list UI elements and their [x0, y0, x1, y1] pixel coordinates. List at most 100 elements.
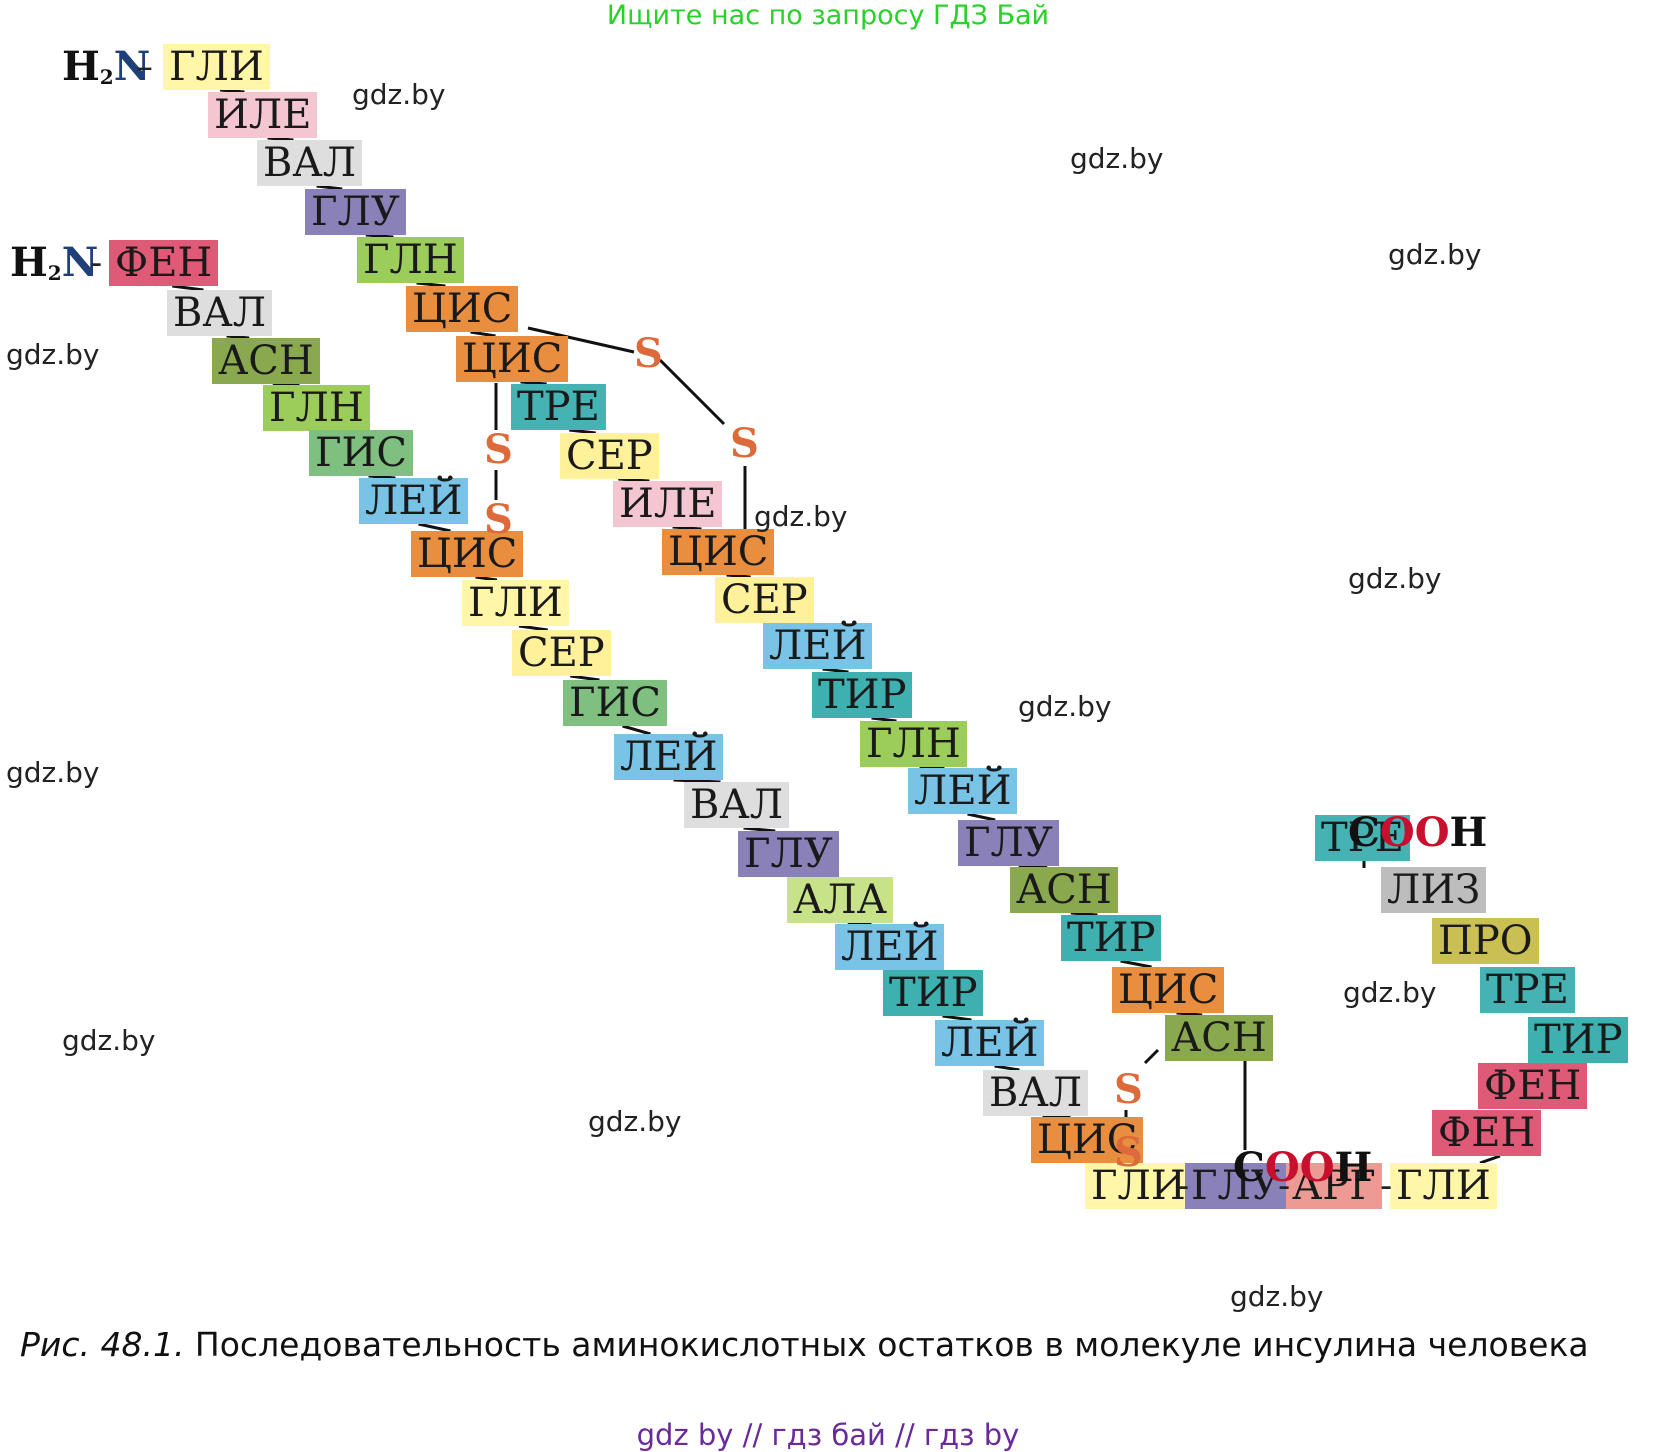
disulfide-bond	[1143, 1048, 1160, 1065]
sulfur-atom: S	[1114, 1066, 1143, 1113]
sulfur-atom: S	[730, 420, 759, 467]
chain-b-residue: ТРЕ	[1315, 815, 1410, 861]
sulfur-atom: S	[484, 426, 513, 473]
peptide-bond	[416, 281, 446, 288]
chain-b-residue: ВАЛ	[684, 782, 790, 828]
chain-a-residue: ЛЕЙ	[908, 768, 1018, 814]
watermark-text: gdz.by	[6, 756, 100, 789]
chain-b-residue: ГИС	[563, 680, 667, 726]
chain-a-residue: ГЛН	[357, 237, 464, 283]
peptide-bond	[569, 428, 596, 435]
watermark-text: gdz.by	[1070, 142, 1164, 175]
chain-b-residue: СЕР	[512, 630, 611, 676]
chain-a-residue: ЦИС	[456, 336, 569, 382]
disulfide-bond	[658, 358, 726, 426]
watermark-text: gdz.by	[6, 338, 100, 371]
chain-b-residue: ЦИС	[411, 531, 524, 577]
chain-b-residue: ПРО	[1432, 918, 1539, 964]
chain-b-residue: ЛЕЙ	[835, 924, 945, 970]
peptide-bond	[822, 667, 849, 674]
caption-text: Последовательность аминокислотных остатк…	[184, 1325, 1589, 1364]
chain-b-residue: ЛИЗ	[1381, 867, 1487, 913]
disulfide-bond	[527, 326, 635, 354]
peptide-bond	[1479, 1154, 1501, 1165]
top-banner: Ищите нас по запросу ГДЗ Бай	[606, 0, 1050, 31]
peptide-bond	[847, 921, 872, 926]
peptide-bond	[726, 573, 751, 579]
peptide-bond	[470, 330, 496, 338]
chain-a-residue: ГЛИ	[163, 44, 270, 90]
chain-b-residue: ФЕН	[1478, 1063, 1588, 1109]
chain-a-residue: ГЛУ	[958, 820, 1059, 866]
peptide-dash: -	[1278, 1166, 1291, 1206]
watermark-text: gdz.by	[1230, 1280, 1324, 1313]
peptide-bond	[365, 233, 394, 239]
chain-a-residue: АСН	[1165, 1015, 1273, 1061]
chain-b-residue: ЛЕЙ	[935, 1020, 1045, 1066]
peptide-bond	[418, 522, 451, 533]
watermark-text: gdz.by	[1388, 238, 1482, 271]
sulfur-atom: S	[634, 330, 663, 377]
peptide-bond	[919, 765, 945, 770]
peptide-bond	[172, 284, 204, 292]
chain-a-n-terminus: H2N	[62, 43, 151, 90]
chain-b-residue: АСН	[212, 338, 320, 384]
chain-a-residue: ВАЛ	[257, 140, 363, 186]
peptide-bond	[942, 1014, 972, 1022]
peptide-bond	[1176, 1011, 1203, 1017]
chain-b-residue: ГЛН	[263, 385, 370, 431]
chain-b-residue: ГЛИ	[1390, 1163, 1497, 1209]
peptide-bond	[622, 724, 651, 736]
chain-b-residue: ТИР	[1528, 1017, 1629, 1063]
peptide-bond	[672, 525, 702, 531]
peptide-bond	[967, 812, 996, 822]
peptide-bond	[1042, 1114, 1071, 1119]
chain-b-residue: ЛЕЙ	[359, 478, 469, 524]
chain-a-residue: ТИР	[812, 672, 913, 718]
peptide-bond	[272, 382, 300, 387]
figure-caption: Рис. 48.1. Последовательность аминокисло…	[20, 1325, 1589, 1364]
peptide-bond	[316, 184, 343, 191]
chain-a-residue: ТРЕ	[511, 384, 606, 430]
peptide-bond	[475, 575, 498, 582]
chain-a-residue: ЦИС	[1112, 967, 1225, 1013]
chain-a-residue: СЕР	[715, 577, 814, 623]
watermark-text: gdz.by	[1018, 690, 1112, 723]
chain-b-n-terminus: H2N	[10, 239, 99, 286]
peptide-dash: -	[1177, 1166, 1190, 1206]
chain-a-residue: ИЛЕ	[208, 92, 318, 138]
peptide-bond	[518, 624, 548, 632]
chain-b-residue: ФЕН	[1432, 1110, 1542, 1156]
peptide-bond	[570, 674, 600, 682]
chain-a-residue: ГЛУ	[305, 189, 406, 235]
terminus-dash: –	[136, 47, 153, 87]
chain-b-residue: ФЕН	[109, 240, 219, 286]
terminus-dash: -	[90, 243, 103, 283]
watermark-text: gdz.by	[588, 1105, 682, 1138]
peptide-bond	[871, 716, 897, 723]
chain-a-c-terminus: COOH	[1233, 1144, 1373, 1191]
peptide-bond	[1120, 959, 1152, 969]
chain-a-residue: ЦИС	[662, 529, 775, 575]
watermark-text: gdz.by	[1343, 976, 1437, 1009]
chain-b-residue: АРГ	[1286, 1163, 1382, 1209]
peptide-bond	[673, 778, 721, 784]
chain-a-residue: СЕР	[560, 433, 659, 479]
peptide-bond	[219, 88, 245, 94]
chain-b-residue: ГЛУ	[1185, 1163, 1286, 1209]
watermark-text: gdz.by	[352, 78, 446, 111]
watermark-text: gdz.by	[754, 500, 848, 533]
sulfur-atom: S	[484, 496, 513, 543]
chain-b-residue: ЛЕЙ	[614, 734, 724, 780]
footer-text: gdz by // гдз бай // гдз by	[636, 1418, 1020, 1452]
chain-b-residue: ВАЛ	[167, 290, 273, 336]
peptide-bond	[1070, 911, 1098, 917]
chain-b-residue: ЦИС	[1031, 1117, 1144, 1163]
peptide-bond	[1018, 864, 1048, 869]
sulfur-atom: S	[1114, 1129, 1143, 1176]
chain-a-residue: ЛЕЙ	[763, 623, 873, 669]
chain-a-residue: ЦИС	[406, 286, 519, 332]
chain-b-residue: ВАЛ	[983, 1070, 1089, 1116]
chain-b-residue: ГИС	[309, 430, 413, 476]
peptide-dash: -	[1380, 1166, 1393, 1206]
